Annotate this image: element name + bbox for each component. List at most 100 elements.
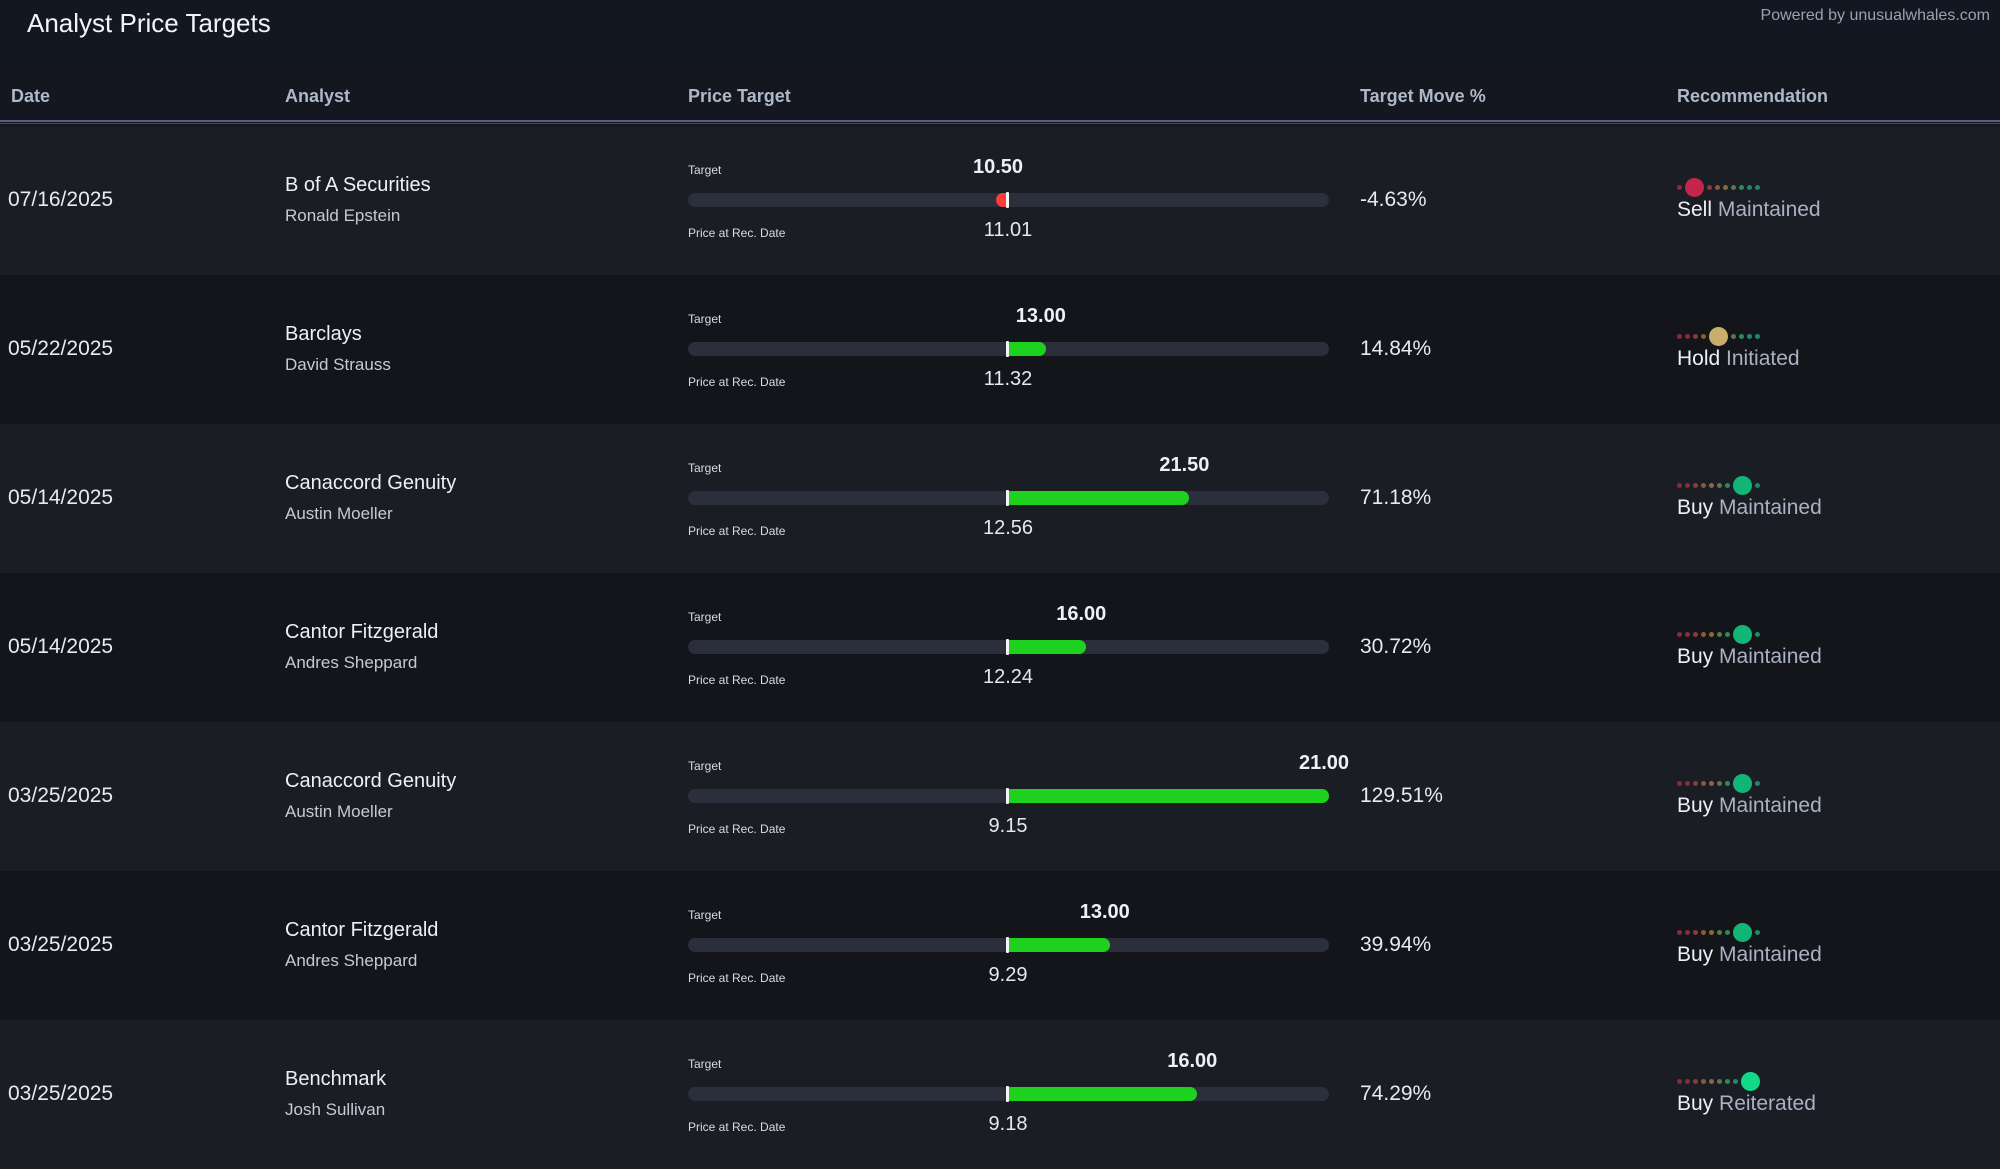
rating-scale-dot bbox=[1755, 632, 1760, 637]
rating-indicator-dot bbox=[1733, 625, 1752, 644]
rating-scale-dot bbox=[1747, 185, 1752, 190]
analyst-firm[interactable]: B of A Securities bbox=[285, 174, 431, 196]
rating-scale-dot bbox=[1755, 781, 1760, 786]
analyst-firm[interactable]: Benchmark bbox=[285, 1068, 387, 1090]
analyst-name[interactable]: Andres Sheppard bbox=[285, 951, 418, 970]
rating-scale-dot bbox=[1685, 483, 1690, 488]
column-header-recommendation[interactable]: Recommendation bbox=[1677, 86, 1829, 106]
rating-scale-dot bbox=[1717, 781, 1722, 786]
target-value: 10.50 bbox=[972, 156, 1024, 178]
rating-scale-dot bbox=[1701, 930, 1706, 935]
rating-action: Maintained bbox=[1717, 198, 1821, 221]
powered-by-link[interactable]: Powered by unusualwhales.com bbox=[1760, 7, 1990, 24]
row-date: 05/22/2025 bbox=[8, 337, 114, 360]
recommendation-text: Hold Initiated bbox=[1677, 347, 1800, 371]
rating-scale-dot bbox=[1715, 185, 1720, 190]
analyst-firm[interactable]: Cantor Fitzgerald bbox=[285, 621, 439, 643]
target-label: Target bbox=[688, 1057, 722, 1071]
table-row[interactable]: 03/25/2025 Benchmark Josh Sullivan Target 16… bbox=[0, 1020, 2000, 1169]
table-row[interactable]: 05/14/2025 Cantor Fitzgerald Andres Sheppa… bbox=[0, 573, 2000, 722]
rating-scale-dot bbox=[1709, 483, 1714, 488]
analyst-name[interactable]: Austin Moeller bbox=[285, 504, 393, 523]
price-target-fill bbox=[1008, 938, 1110, 952]
target-move-value: 74.29% bbox=[1360, 1082, 1432, 1105]
rating-scale-dot bbox=[1701, 1079, 1706, 1084]
table-row[interactable]: 07/16/2025 B of A Securities Ronald Epstei… bbox=[0, 126, 2000, 275]
analyst-firm[interactable]: Canaccord Genuity bbox=[285, 770, 457, 792]
rating-action: Reiterated bbox=[1719, 1092, 1816, 1115]
column-header-analyst[interactable]: Analyst bbox=[285, 86, 351, 106]
rating-scale-dot bbox=[1677, 483, 1682, 488]
rating-scale-dot bbox=[1709, 781, 1714, 786]
rating-action: Maintained bbox=[1719, 794, 1822, 817]
target-value: 16.00 bbox=[1056, 603, 1107, 625]
column-header-price-target[interactable]: Price Target bbox=[688, 86, 791, 106]
target-move-value: 71.18% bbox=[1360, 486, 1432, 509]
analyst-name[interactable]: Josh Sullivan bbox=[285, 1100, 386, 1119]
rating-scale-dot bbox=[1717, 632, 1722, 637]
row-date: 03/25/2025 bbox=[8, 933, 114, 956]
target-label: Target bbox=[688, 461, 722, 475]
price-at-rec-value: 9.15 bbox=[988, 815, 1028, 837]
rating-scale-dot bbox=[1739, 334, 1744, 339]
price-at-rec-marker bbox=[1006, 788, 1009, 804]
table-row[interactable]: 03/25/2025 Cantor Fitzgerald Andres Sheppa… bbox=[0, 871, 2000, 1020]
rating-scale-dot bbox=[1677, 185, 1682, 190]
rating-scale-dot bbox=[1693, 632, 1698, 637]
target-move-value: 39.94% bbox=[1360, 933, 1432, 956]
rating-scale-dot bbox=[1717, 483, 1722, 488]
price-at-rec-marker bbox=[1006, 490, 1009, 506]
rating-scale-dot bbox=[1701, 483, 1706, 488]
rating-scale-dot bbox=[1747, 334, 1752, 339]
rating-scale-dot bbox=[1755, 483, 1760, 488]
recommendation-text: Buy Maintained bbox=[1677, 794, 1822, 818]
rating-scale-dot bbox=[1723, 185, 1728, 190]
price-at-rec-value: 11.01 bbox=[983, 219, 1033, 241]
analyst-name[interactable]: Andres Sheppard bbox=[285, 653, 418, 672]
rating-scale-dot bbox=[1693, 483, 1698, 488]
target-value: 13.00 bbox=[1079, 901, 1130, 923]
rating-scale-dot bbox=[1717, 1079, 1722, 1084]
analyst-name[interactable]: David Strauss bbox=[285, 355, 391, 374]
rating-label: Buy bbox=[1677, 794, 1714, 817]
price-at-rec-label: Price at Rec. Date bbox=[688, 673, 786, 687]
analyst-name[interactable]: Ronald Epstein bbox=[285, 206, 401, 225]
rating-label: Buy bbox=[1677, 496, 1714, 519]
row-date: 03/25/2025 bbox=[8, 1082, 114, 1105]
rating-indicator-dot bbox=[1685, 178, 1704, 197]
row-date: 05/14/2025 bbox=[8, 635, 114, 658]
target-move-value: 129.51% bbox=[1360, 784, 1443, 807]
rating-scale-dot bbox=[1725, 1079, 1730, 1084]
rating-scale-dot bbox=[1693, 334, 1698, 339]
analyst-firm[interactable]: Cantor Fitzgerald bbox=[285, 919, 439, 941]
analyst-firm[interactable]: Barclays bbox=[285, 323, 362, 345]
table-body: 07/16/2025 B of A Securities Ronald Epstei… bbox=[0, 126, 2000, 1169]
rating-action: Maintained bbox=[1719, 943, 1822, 966]
analyst-name[interactable]: Austin Moeller bbox=[285, 802, 393, 821]
rating-scale-dot bbox=[1701, 334, 1706, 339]
rating-indicator-dot bbox=[1733, 923, 1752, 942]
price-at-rec-label: Price at Rec. Date bbox=[688, 971, 786, 985]
rating-scale-dot bbox=[1677, 1079, 1682, 1084]
rating-scale-dot bbox=[1677, 781, 1682, 786]
table-row[interactable]: 03/25/2025 Canaccord Genuity Austin Moelle… bbox=[0, 722, 2000, 871]
rating-indicator-dot bbox=[1741, 1072, 1760, 1091]
rating-scale-dot bbox=[1755, 930, 1760, 935]
rating-scale-dot bbox=[1725, 483, 1730, 488]
column-header-target-move[interactable]: Target Move % bbox=[1360, 86, 1486, 106]
rating-scale-dot bbox=[1693, 930, 1698, 935]
price-at-rec-label: Price at Rec. Date bbox=[688, 226, 786, 240]
table-row[interactable]: 05/14/2025 Canaccord Genuity Austin Moelle… bbox=[0, 424, 2000, 573]
analyst-firm[interactable]: Canaccord Genuity bbox=[285, 472, 457, 494]
price-at-rec-marker bbox=[1006, 1086, 1009, 1102]
rating-scale-dot bbox=[1755, 185, 1760, 190]
rating-label: Sell bbox=[1677, 198, 1713, 221]
rating-scale-dot bbox=[1717, 930, 1722, 935]
price-target-fill bbox=[1008, 1087, 1198, 1101]
rating-action: Maintained bbox=[1719, 496, 1822, 519]
target-move-value: -4.63% bbox=[1360, 188, 1427, 211]
recommendation-text: Buy Maintained bbox=[1677, 645, 1822, 669]
recommendation-text: Buy Reiterated bbox=[1677, 1092, 1816, 1116]
table-row[interactable]: 05/22/2025 Barclays David Strauss Target 13.… bbox=[0, 275, 2000, 424]
column-header-date[interactable]: Date bbox=[11, 86, 51, 106]
